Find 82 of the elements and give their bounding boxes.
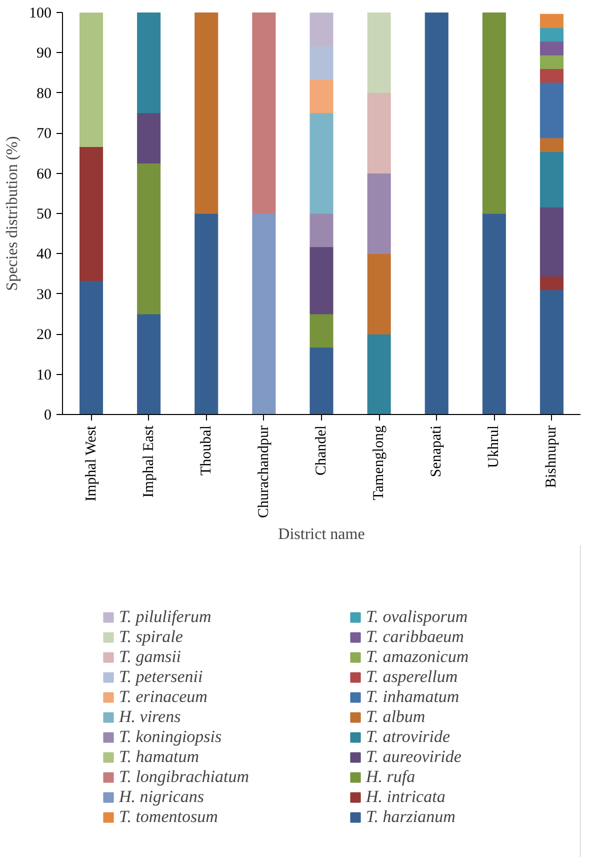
bar	[310, 314, 334, 348]
legend-label: T. longibrachiatum	[119, 767, 250, 787]
bar	[540, 82, 564, 138]
legend-label: T. ovalisporum	[366, 607, 469, 627]
bar	[80, 12, 104, 148]
y-tick-label: 100	[29, 6, 52, 22]
x-tick-label: Thoubal	[198, 425, 214, 476]
y-tick-label: 60	[36, 166, 52, 182]
y-tick-label: 10	[36, 367, 52, 384]
legend-label: H. virens	[119, 707, 182, 727]
legend-label: T. amazonicum	[366, 647, 470, 667]
x-tick-label: Chandel	[314, 425, 330, 476]
bar	[367, 253, 391, 334]
legend-label: T. asperellum	[366, 667, 459, 687]
legend-label: T. harzianum	[366, 807, 456, 827]
bar	[540, 28, 564, 42]
legend-label: T. gamsii	[119, 647, 182, 667]
bar	[137, 163, 161, 314]
legend-label: T. spirale	[119, 627, 184, 647]
bar	[540, 276, 564, 290]
bar	[194, 12, 218, 214]
legend-label: T. caribbaeum	[366, 627, 465, 647]
bar	[310, 46, 334, 80]
bar	[137, 314, 161, 414]
legend-label: T. koningiopsis	[119, 727, 223, 747]
x-axis-title: District name	[278, 526, 365, 543]
x-tick-label: Ukhrul	[486, 425, 502, 468]
y-tick-label: 90	[36, 46, 52, 62]
bar	[540, 68, 564, 83]
bar	[424, 12, 448, 414]
legend-label: T. atroviride	[366, 727, 452, 747]
bar	[367, 334, 391, 414]
bar	[540, 290, 564, 414]
bar	[482, 12, 506, 214]
legend-label: H. nigricans	[119, 787, 205, 807]
bar	[540, 138, 564, 152]
y-tick-label: 70	[36, 126, 52, 142]
bar	[80, 146, 104, 281]
bar	[540, 41, 564, 56]
bar	[137, 12, 161, 114]
bar	[194, 213, 218, 414]
bar	[310, 12, 334, 47]
y-tick-label: 40	[36, 246, 52, 263]
x-tick-label: Imphal West	[83, 424, 100, 502]
y-tick-label: 80	[36, 86, 52, 102]
bar	[252, 12, 276, 214]
legend-label: H. intricata	[366, 787, 446, 807]
bar	[137, 112, 161, 164]
legend-label: H. rufa	[366, 767, 416, 787]
bar	[482, 213, 506, 414]
bar	[252, 213, 276, 414]
legend-label: T. hamatum	[119, 747, 200, 767]
x-tick-label: Senapati	[428, 425, 445, 478]
bar	[310, 213, 334, 248]
bar	[367, 173, 391, 254]
legend-label: T. aureoviride	[366, 747, 462, 767]
bar	[310, 347, 334, 414]
x-tick-label: Tamenglong	[371, 425, 388, 500]
legend-label: T. album	[366, 707, 426, 727]
y-tick-label: 50	[36, 206, 52, 222]
bar	[310, 79, 334, 114]
bar	[310, 246, 334, 314]
y-tick-label: 0	[44, 408, 52, 424]
y-axis-title: Species distribution (%)	[4, 136, 21, 291]
legend-label: T. erinaceum	[119, 687, 208, 707]
y-tick-label: 30	[36, 286, 52, 303]
bar	[80, 280, 104, 414]
legend-label: T. piluliferum	[119, 607, 212, 627]
y-tick-label: 20	[36, 327, 52, 344]
x-tick-label: Imphal East	[140, 424, 157, 498]
bar	[540, 54, 564, 70]
bar	[367, 12, 391, 94]
x-tick-label: Churachandpur	[256, 425, 272, 518]
legend-label: T. petersenii	[119, 667, 204, 687]
legend-label: T. inhamatum	[366, 687, 460, 707]
bar	[367, 92, 391, 174]
bar	[540, 151, 564, 208]
x-tick-label: Bishnupur	[544, 425, 560, 488]
legend-label: T. tomentosum	[119, 807, 219, 827]
bar	[540, 14, 564, 28]
bar	[540, 206, 564, 276]
bar	[310, 112, 334, 214]
